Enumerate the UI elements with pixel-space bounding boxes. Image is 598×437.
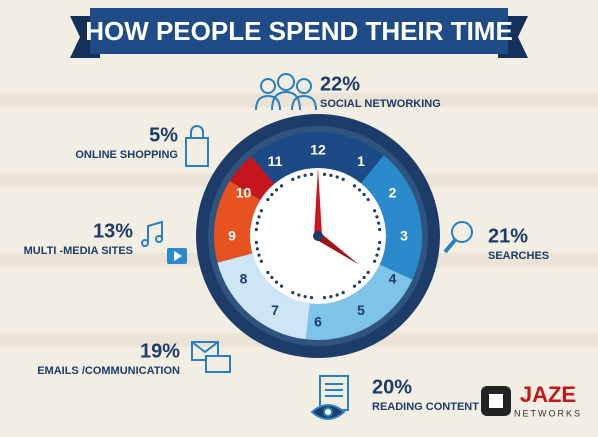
minute-dot — [266, 197, 270, 202]
clock-segment — [229, 156, 275, 200]
clock-segment — [360, 155, 422, 280]
minute-dot — [257, 253, 261, 257]
minute-dot — [373, 209, 377, 213]
minute-dot — [279, 184, 284, 188]
minute-dot — [362, 192, 366, 197]
minute-dot — [378, 227, 382, 232]
minute-dot — [377, 221, 381, 225]
minute-dot — [274, 280, 279, 284]
minute-dot — [377, 247, 381, 251]
minute-hand — [314, 168, 322, 236]
category-label: SEARCHES — [488, 250, 549, 262]
clock-number: 6 — [314, 314, 322, 330]
minute-dot — [322, 172, 327, 176]
logo-subtitle: NETWORKS — [514, 408, 582, 418]
clock-segment — [214, 180, 261, 263]
clock-number: 10 — [236, 185, 252, 201]
clock-number: 4 — [389, 271, 397, 287]
minute-dot — [329, 173, 333, 177]
clock-number: 12 — [310, 142, 326, 158]
icons — [141, 73, 473, 420]
minute-dot — [373, 259, 377, 263]
hour-hand — [315, 232, 359, 265]
value-label: 5% — [149, 124, 178, 146]
clock-segment — [305, 264, 413, 340]
clock-number: 11 — [268, 153, 283, 169]
title-banner — [90, 8, 508, 54]
minute-dot — [322, 296, 327, 300]
minute-dot — [291, 291, 295, 295]
minute-dot — [303, 295, 307, 299]
category-label: MULTI -MEDIA SITES — [24, 245, 133, 257]
minute-dot — [270, 275, 274, 280]
minute-dot — [254, 227, 258, 232]
clock-segment — [251, 132, 384, 184]
minute-dot — [254, 240, 258, 245]
minute-dot — [352, 284, 357, 288]
minute-dot — [375, 215, 379, 219]
clock-number: 8 — [240, 271, 248, 287]
clock-segment — [217, 253, 310, 340]
minute-dot — [279, 284, 284, 288]
minute-dot — [255, 247, 259, 251]
minute-dot — [255, 221, 259, 225]
clock-number: 2 — [389, 185, 397, 201]
category-label: READING CONTENT — [372, 401, 479, 413]
value-label: 13% — [93, 220, 133, 242]
minute-dot — [259, 259, 263, 263]
value-label: 20% — [372, 376, 412, 398]
clock-number: 5 — [357, 302, 365, 318]
minute-dot — [274, 188, 279, 192]
clock-number: 7 — [271, 302, 279, 318]
minute-dot — [291, 177, 295, 181]
minute-dot — [303, 173, 307, 177]
minute-dot — [309, 172, 314, 176]
logo-mark-inner — [489, 394, 503, 408]
minute-dot — [352, 184, 357, 188]
minute-dot — [270, 192, 274, 197]
minute-dot — [375, 253, 379, 257]
category-label: SOCIAL NETWORKING — [320, 98, 441, 110]
minute-dot — [335, 175, 339, 179]
value-label: 21% — [488, 225, 528, 247]
minute-dot — [335, 293, 339, 297]
logo-name: JAZE — [520, 382, 576, 407]
minute-dot — [341, 177, 345, 181]
clock-number: 3 — [400, 228, 408, 244]
value-label: 22% — [320, 73, 360, 95]
category-label: EMAILS /COMMUNICATION — [37, 365, 180, 377]
minute-dot — [297, 293, 301, 297]
minute-dot — [357, 188, 362, 192]
minute-dot — [341, 291, 345, 295]
minute-dot — [357, 280, 362, 284]
clock-number: 9 — [228, 228, 236, 244]
minute-dot — [366, 270, 370, 275]
category-label: ONLINE SHOPPING — [75, 149, 178, 161]
minute-dot — [257, 215, 261, 219]
clock-number: 1 — [357, 153, 365, 169]
value-label: 19% — [140, 340, 180, 362]
minute-dot — [329, 295, 333, 299]
minute-dot — [309, 296, 314, 300]
minute-dot — [362, 275, 366, 280]
minute-dot — [378, 240, 382, 245]
minute-dot — [266, 270, 270, 275]
play-triangle — [174, 251, 182, 261]
minute-dot — [297, 175, 301, 179]
chart-title: HOW PEOPLE SPEND THEIR TIME — [85, 16, 513, 46]
minute-dot — [366, 197, 370, 202]
minute-dot — [259, 209, 263, 213]
hub — [313, 231, 323, 241]
